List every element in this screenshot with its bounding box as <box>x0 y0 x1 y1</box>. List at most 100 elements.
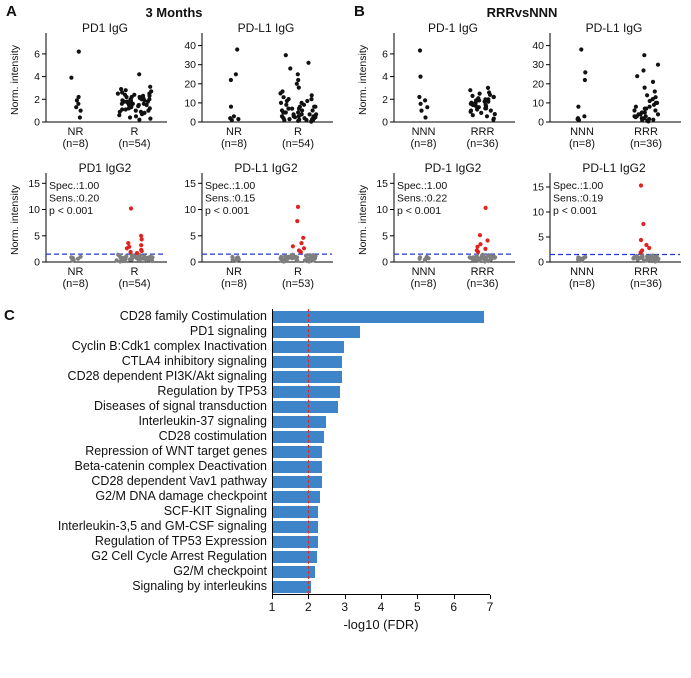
bar-row: CD28 family Costimulation <box>0 309 691 324</box>
bar <box>273 400 339 413</box>
svg-text:5: 5 <box>190 230 196 242</box>
fdr-threshold-line <box>308 309 310 594</box>
bar-row: Cyclin B:Cdk1 complex Inactivation <box>0 339 691 354</box>
y-axis-label: Norm. intensity <box>9 184 21 255</box>
group-label: NNN <box>570 266 594 278</box>
bar-track <box>272 549 490 564</box>
bar-track <box>272 474 490 489</box>
bar-track <box>272 534 490 549</box>
bar-track <box>272 399 490 414</box>
svg-text:5: 5 <box>34 230 40 242</box>
panel-c: C CD28 family Costimulation PD1 signaling… <box>0 307 691 632</box>
group-label: NNN <box>412 126 436 138</box>
bar-row: G2/M DNA damage checkpoint <box>0 489 691 504</box>
plot-title: PD-L1 IgG2 <box>582 161 646 175</box>
bar <box>273 580 312 593</box>
panel-a-bottom-plots: PD1 IgG2 0 5 10 15 Norm. intensity NR (n=8) R (n=… <box>6 161 342 301</box>
group-label: NNN <box>570 126 594 138</box>
bar-track <box>272 384 490 399</box>
bar-row: PD1 signaling <box>0 324 691 339</box>
svg-text:30: 30 <box>532 59 544 71</box>
stat-text: Spec.:1.00 <box>205 180 255 192</box>
group-label: RRR <box>471 126 495 138</box>
x-tick-label: 6 <box>450 600 458 614</box>
stat-text: Spec.:1.00 <box>49 180 99 192</box>
svg-text:10: 10 <box>28 204 40 216</box>
group-n-label: (n=8) <box>569 138 595 150</box>
bar-row: Beta-catenin complex Deactivation <box>0 459 691 474</box>
points-group <box>575 47 661 124</box>
svg-text:0: 0 <box>538 257 544 269</box>
group-label: R <box>294 266 302 278</box>
bar-track <box>272 459 490 474</box>
panel-b-header: B RRRvsNNN <box>354 3 690 21</box>
bar-row: CTLA4 inhibitory signaling <box>0 354 691 369</box>
svg-text:40: 40 <box>532 40 544 52</box>
plot-title: PD1 IgG <box>82 21 128 35</box>
plot-title: PD-1 IgG <box>428 21 478 35</box>
y-axis-label: Norm. intensity <box>357 44 369 115</box>
x-tick <box>308 595 310 599</box>
stat-text: p < 0.001 <box>397 205 441 217</box>
plot-title: PD1 IgG2 <box>79 161 132 175</box>
bar <box>273 565 315 578</box>
bar-category-label: Beta-catenin complex Deactivation <box>74 459 267 473</box>
bar <box>273 310 484 323</box>
x-tick <box>272 595 273 599</box>
bar-category-label: G2/M checkpoint <box>173 564 267 578</box>
stat-text: Sens.:0.20 <box>49 193 99 205</box>
group-n-label: (n=8) <box>221 138 247 150</box>
svg-text:2: 2 <box>34 94 40 106</box>
group-n-label: (n=8) <box>411 278 437 290</box>
x-tick <box>453 595 455 599</box>
bar-category-label: CD28 costimulation <box>158 429 267 443</box>
group-label: NR <box>226 266 242 278</box>
svg-text:20: 20 <box>184 78 196 90</box>
group-label: RRR <box>471 266 495 278</box>
bar-track <box>272 489 490 504</box>
bar <box>273 490 321 503</box>
axes <box>393 173 515 263</box>
svg-text:10: 10 <box>532 97 544 109</box>
x-tick-label: 7 <box>486 600 494 614</box>
group-n-label: (n=8) <box>63 138 89 150</box>
x-axis-row: 1 2 3 4 5 6 7 <box>0 594 691 617</box>
svg-text:4: 4 <box>382 71 388 83</box>
points-group <box>69 49 154 122</box>
panel-a-title: 3 Months <box>145 5 203 20</box>
svg-text:0: 0 <box>34 257 40 269</box>
x-tick-label: 1 <box>268 600 276 614</box>
svg-text:5: 5 <box>538 232 544 244</box>
bar-row: Regulation of TP53 Expression <box>0 534 691 549</box>
axes <box>201 173 333 263</box>
svg-text:0: 0 <box>190 257 196 269</box>
x-tick-label: 5 <box>413 600 421 614</box>
axes <box>45 33 167 123</box>
strip-plot: PD-L1 IgG 0 10 20 30 40 NR(n=8) R(n=54) <box>184 21 333 150</box>
strip-plot: PD-1 IgG 0 2 4 6 Norm. intensity NNN(n=8) RRR(n… <box>357 21 515 150</box>
points-group <box>417 48 497 122</box>
svg-text:4: 4 <box>34 71 40 83</box>
points-group <box>417 205 498 264</box>
panel-b-title: RRRvsNNN <box>486 5 558 20</box>
svg-text:15: 15 <box>184 178 196 190</box>
bar-category-label: PD1 signaling <box>189 324 267 338</box>
strip-plot: PD1 IgG2 0 5 10 15 Norm. intensity NR(n=8) R(n=… <box>9 161 167 290</box>
bar-category-label: Interleukin-37 signaling <box>138 414 267 428</box>
bar-track <box>272 414 490 429</box>
panel-a: A 3 Months PD1 IgG 0 2 4 6 Norm. intensity NR(… <box>6 3 342 301</box>
bar <box>273 475 323 488</box>
axes <box>549 33 681 123</box>
bar <box>273 550 317 563</box>
bar-track <box>272 579 490 594</box>
points-group <box>69 206 155 264</box>
svg-text:30: 30 <box>184 59 196 71</box>
svg-text:40: 40 <box>184 40 196 52</box>
x-tick <box>417 595 419 599</box>
axes <box>45 173 167 263</box>
bar-category-label: Repression of WNT target genes <box>85 444 267 458</box>
svg-text:15: 15 <box>376 178 388 190</box>
y-axis-label: Norm. intensity <box>9 44 21 115</box>
top-section: A 3 Months PD1 IgG 0 2 4 6 Norm. intensity NR(… <box>0 0 691 301</box>
bar-row: Signaling by interleukins <box>0 579 691 594</box>
